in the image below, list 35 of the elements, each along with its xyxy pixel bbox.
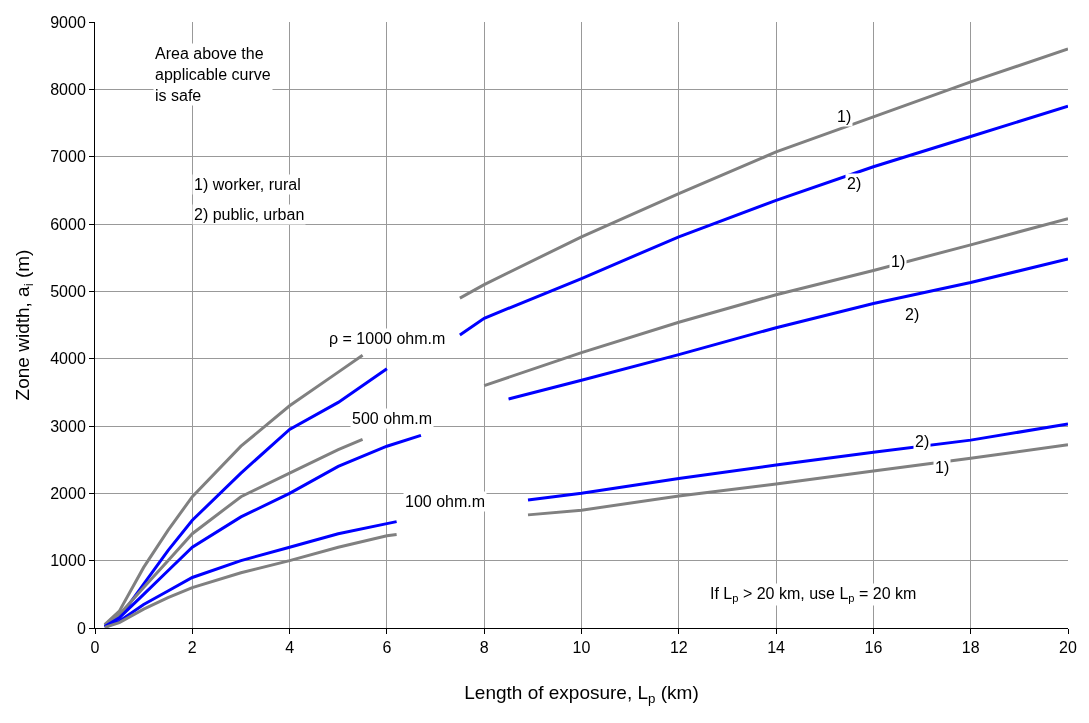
y-tick-label: 2000 <box>50 484 86 502</box>
x-tick-label: 20 <box>1059 639 1077 657</box>
x-tick-label: 16 <box>864 639 883 657</box>
annotation: 2) <box>847 175 862 192</box>
annotation: ρ = 1000 ohm.m <box>329 330 446 347</box>
y-tick-label: 5000 <box>50 282 86 300</box>
y-tick-label: 7000 <box>50 148 86 166</box>
y-tick-label: 0 <box>76 619 86 637</box>
x-axis-title: Length of exposure, L$_{p}$ (km) <box>464 682 699 706</box>
y-tick-label: 6000 <box>50 215 86 233</box>
x-tick-label: 10 <box>572 639 591 657</box>
y-tick-label: 3000 <box>50 417 86 435</box>
x-tick-label: 4 <box>285 639 295 657</box>
annotation: 1) <box>891 253 906 270</box>
annotation: 100 ohm.m <box>405 493 486 510</box>
x-tick-label: 2 <box>187 639 197 657</box>
y-tick-label: 1000 <box>50 552 86 570</box>
annotation: 1) worker, rural <box>194 176 301 193</box>
annotation: 2) <box>915 433 930 450</box>
annotation: 500 ohm.m <box>352 410 433 427</box>
x-tick-label: 14 <box>767 639 786 657</box>
annotation: If L$_{p}$ > 20 km, use L$_{p}$ = 20 km <box>710 585 917 605</box>
annotation: 1) <box>837 108 852 125</box>
x-tick-label: 0 <box>90 639 100 657</box>
x-tick-label: 6 <box>382 639 392 657</box>
annotation: 2) <box>905 306 920 323</box>
annotation: 1) <box>935 459 950 476</box>
x-tick-label: 12 <box>669 639 688 657</box>
y-tick-label: 8000 <box>50 80 86 98</box>
y-tick-label: 4000 <box>50 350 86 368</box>
annotation: Area above the applicable curve is safe <box>155 45 271 104</box>
y-tick-label: 9000 <box>50 13 86 31</box>
annotation: 2) public, urban <box>194 206 305 223</box>
x-tick-label: 18 <box>961 639 980 657</box>
x-tick-label: 8 <box>479 639 489 657</box>
